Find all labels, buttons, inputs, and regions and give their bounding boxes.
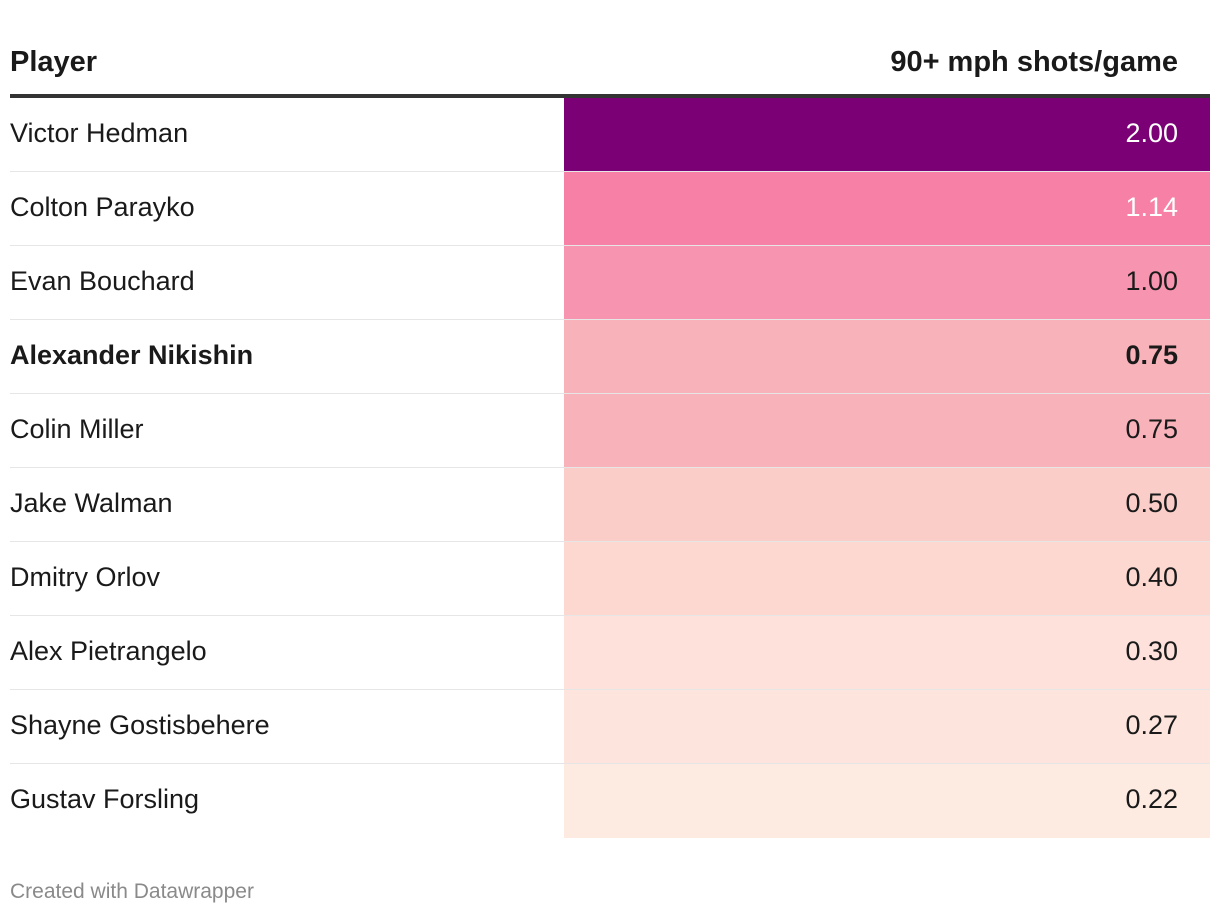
table-row: Victor Hedman 2.00 xyxy=(10,98,1210,172)
shots-value: 0.40 xyxy=(1125,562,1178,592)
shots-value: 1.14 xyxy=(1125,192,1178,222)
value-cell: 0.75 xyxy=(564,320,1210,393)
value-cell: 0.50 xyxy=(564,468,1210,541)
table-row: Evan Bouchard 1.00 xyxy=(10,246,1210,320)
player-name: Jake Walman xyxy=(10,488,173,518)
value-cell: 1.00 xyxy=(564,246,1210,319)
column-header-shots[interactable]: 90+ mph shots/game xyxy=(890,46,1178,78)
table-row: Alex Pietrangelo 0.30 xyxy=(10,616,1210,690)
value-cell: 0.30 xyxy=(564,616,1210,689)
shots-value: 0.50 xyxy=(1125,488,1178,518)
value-cell: 1.14 xyxy=(564,172,1210,245)
shots-value: 0.27 xyxy=(1125,710,1178,740)
player-name: Shayne Gostisbehere xyxy=(10,710,270,740)
value-cell: 0.75 xyxy=(564,394,1210,467)
shots-value: 0.75 xyxy=(1125,340,1178,370)
table-row: Gustav Forsling 0.22 xyxy=(10,764,1210,838)
value-cell: 0.40 xyxy=(564,542,1210,615)
player-name: Victor Hedman xyxy=(10,118,189,148)
footer-credit: Created with Datawrapper xyxy=(10,880,254,903)
table-row: Shayne Gostisbehere 0.27 xyxy=(10,690,1210,764)
value-cell: 0.22 xyxy=(564,764,1210,838)
table-body: Victor Hedman 2.00 Colton Parayko 1.14 Evan … xyxy=(10,98,1210,838)
player-name: Alexander Nikishin xyxy=(10,340,254,370)
table-row: Alexander Nikishin 0.75 xyxy=(10,320,1210,394)
shots-value: 0.30 xyxy=(1125,636,1178,666)
shots-value: 2.00 xyxy=(1125,118,1178,148)
player-name: Gustav Forsling xyxy=(10,784,200,814)
value-cell: 2.00 xyxy=(564,98,1210,171)
table-header: Player 90+ mph shots/game xyxy=(10,30,1210,98)
player-name: Dmitry Orlov xyxy=(10,562,160,592)
player-name: Colin Miller xyxy=(10,414,144,444)
table-row: Jake Walman 0.50 xyxy=(10,468,1210,542)
column-header-player[interactable]: Player xyxy=(10,46,98,78)
shots-value: 1.00 xyxy=(1125,266,1178,296)
player-name: Colton Parayko xyxy=(10,192,195,222)
table-row: Colton Parayko 1.14 xyxy=(10,172,1210,246)
shots-value: 0.75 xyxy=(1125,414,1178,444)
player-name: Alex Pietrangelo xyxy=(10,636,207,666)
value-cell: 0.27 xyxy=(564,690,1210,763)
player-name: Evan Bouchard xyxy=(10,266,195,296)
table-row: Dmitry Orlov 0.40 xyxy=(10,542,1210,616)
table-row: Colin Miller 0.75 xyxy=(10,394,1210,468)
data-table: Player 90+ mph shots/game Victor Hedman 2… xyxy=(10,30,1210,838)
shots-value: 0.22 xyxy=(1125,784,1178,814)
